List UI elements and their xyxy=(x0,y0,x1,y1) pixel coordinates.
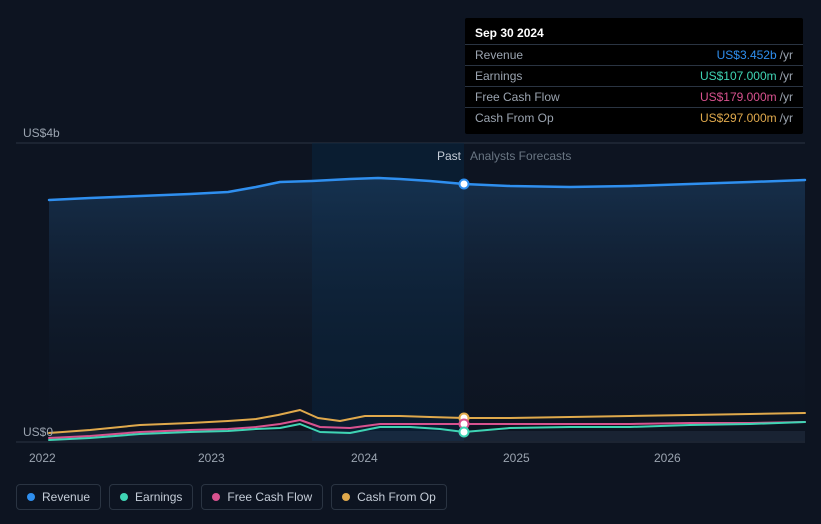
svg-text:2023: 2023 xyxy=(198,451,225,465)
legend-item-cash-from-op[interactable]: Cash From Op xyxy=(331,484,447,510)
svg-text:2022: 2022 xyxy=(29,451,56,465)
legend-item-free-cash-flow[interactable]: Free Cash Flow xyxy=(201,484,323,510)
past-label: Past xyxy=(437,149,461,163)
tooltip-row-unit: /yr xyxy=(780,69,793,83)
tooltip-row-unit: /yr xyxy=(780,48,793,62)
tooltip-row: Free Cash Flow US$179.000m/yr xyxy=(465,86,803,107)
legend-label: Revenue xyxy=(42,490,90,504)
tooltip-row-value-wrap: US$107.000m/yr xyxy=(700,69,793,83)
tooltip-row-value-wrap: US$3.452b/yr xyxy=(717,48,793,62)
svg-text:2024: 2024 xyxy=(351,451,378,465)
tooltip-row-value-wrap: US$179.000m/yr xyxy=(700,90,793,104)
svg-text:2025: 2025 xyxy=(503,451,530,465)
legend-dot xyxy=(212,493,220,501)
tooltip-row-label: Cash From Op xyxy=(475,111,554,125)
y-axis-tick-bottom: US$0 xyxy=(23,425,53,439)
legend-dot xyxy=(342,493,350,501)
legend-label: Cash From Op xyxy=(357,490,436,504)
tooltip-row-value-wrap: US$297.000m/yr xyxy=(700,111,793,125)
legend-dot xyxy=(27,493,35,501)
legend-label: Earnings xyxy=(135,490,182,504)
legend-dot xyxy=(120,493,128,501)
tooltip-row: Earnings US$107.000m/yr xyxy=(465,65,803,86)
tooltip-date: Sep 30 2024 xyxy=(465,24,803,44)
financial-chart: 2022 2023 2024 2025 2026 US$4b US$0 Past Ana… xyxy=(0,0,821,524)
tooltip-row: Revenue US$3.452b/yr xyxy=(465,44,803,65)
tooltip-row-unit: /yr xyxy=(780,111,793,125)
tooltip: Sep 30 2024 Revenue US$3.452b/yr Earnings U… xyxy=(465,18,803,134)
tooltip-row-label: Free Cash Flow xyxy=(475,90,560,104)
tooltip-row-value: US$107.000m xyxy=(700,69,777,83)
tooltip-row-value: US$3.452b xyxy=(717,48,777,62)
forecast-label: Analysts Forecasts xyxy=(470,149,571,163)
tooltip-row-value: US$179.000m xyxy=(700,90,777,104)
tooltip-row-unit: /yr xyxy=(780,90,793,104)
tooltip-row-value: US$297.000m xyxy=(700,111,777,125)
tooltip-row: Cash From Op US$297.000m/yr xyxy=(465,107,803,128)
tooltip-row-label: Revenue xyxy=(475,48,523,62)
y-axis-tick-top: US$4b xyxy=(23,126,60,140)
tooltip-row-label: Earnings xyxy=(475,69,522,83)
legend: Revenue Earnings Free Cash Flow Cash From O… xyxy=(16,484,447,510)
legend-item-revenue[interactable]: Revenue xyxy=(16,484,101,510)
legend-label: Free Cash Flow xyxy=(227,490,312,504)
legend-item-earnings[interactable]: Earnings xyxy=(109,484,193,510)
svg-text:2026: 2026 xyxy=(654,451,681,465)
